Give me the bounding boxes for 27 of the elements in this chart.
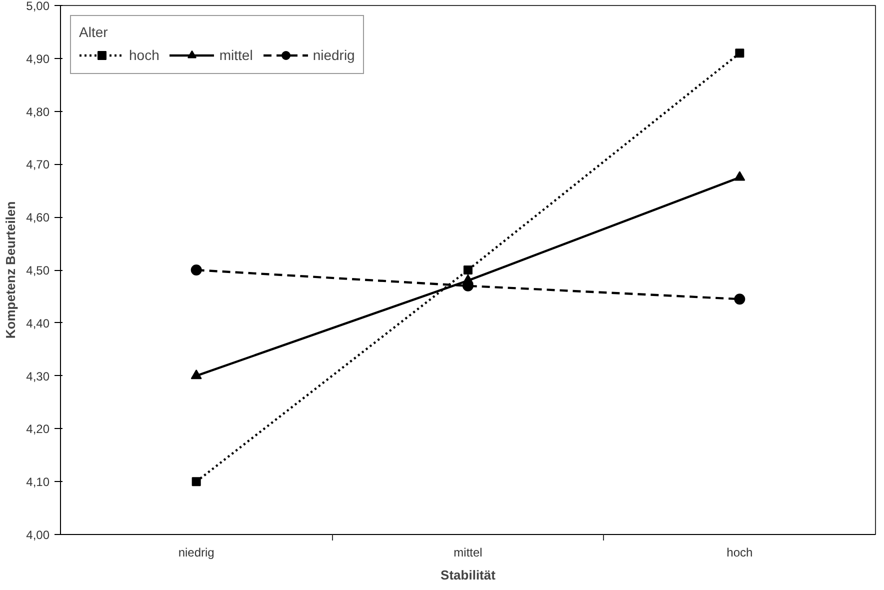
x-tick-label: hoch (726, 546, 753, 560)
point (464, 266, 472, 274)
point (735, 48, 744, 58)
y-tick-label: 4,10 (26, 475, 50, 490)
y-tick-label: 4,80 (26, 104, 50, 119)
y-tick-label: 4,60 (26, 210, 50, 225)
x-tick-label: niedrig (178, 546, 214, 560)
point (734, 171, 746, 181)
y-tick-label: 4,70 (26, 158, 50, 172)
point (190, 370, 202, 380)
y-tick-label: 4,30 (26, 369, 50, 384)
point (190, 264, 202, 276)
legend-title: Alter (79, 24, 109, 40)
y-tick-label: 4,50 (26, 264, 50, 278)
legend-label: hoch (129, 47, 160, 63)
x-axis-title: Stabilität (440, 568, 496, 582)
point (192, 477, 201, 486)
y-tick-label: 5,00 (26, 0, 50, 13)
y-axis-title: Kompetenz Beurteilen (3, 201, 18, 339)
y-tick-label: 4,00 (26, 528, 50, 542)
y-tick-label: 4,40 (26, 316, 50, 330)
legend-label: mittel (219, 47, 253, 63)
x-tick-label: mittel (454, 546, 482, 560)
y-tick-label: 4,20 (26, 422, 50, 436)
y-tick-label: 4,90 (26, 52, 50, 66)
point (734, 294, 746, 305)
legend-label: niedrig (312, 47, 355, 63)
